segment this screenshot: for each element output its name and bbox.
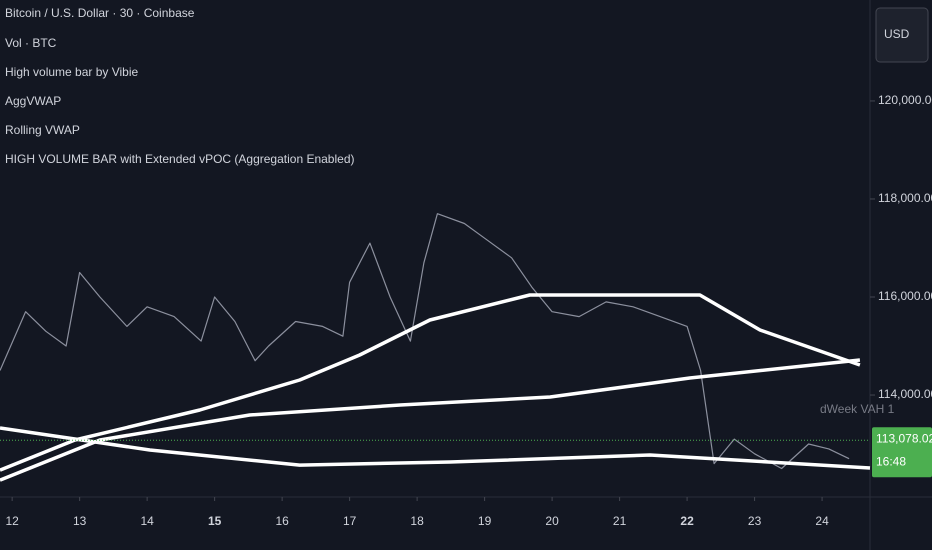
y-tick-label: 116,000.00 (878, 289, 932, 303)
chart-title: Bitcoin / U.S. Dollar · 30 · Coinbase (5, 6, 195, 20)
indicator-label: Rolling VWAP (5, 123, 80, 137)
x-tick-label: 20 (545, 514, 559, 528)
annotation: dWeek VAH 1 (820, 402, 895, 416)
x-tick-label: 17 (343, 514, 357, 528)
y-tick-label: 120,000.00 (878, 93, 932, 107)
vwap-line (0, 426, 871, 470)
y-tick-label: 118,000.00 (878, 191, 932, 205)
indicator-label: Vol · BTC (5, 36, 57, 50)
x-tick-label: 19 (478, 514, 492, 528)
indicator-label: HIGH VOLUME BAR with Extended vPOC (Aggr… (5, 152, 355, 166)
x-tick-label: 14 (140, 514, 154, 528)
last-price-box (872, 427, 932, 478)
currency-box[interactable] (875, 7, 929, 63)
x-tick-label: 13 (73, 514, 87, 528)
vwap-line (0, 293, 861, 472)
indicator-label: AggVWAP (5, 94, 61, 108)
x-tick-label: 23 (748, 514, 762, 528)
x-tick-label: 18 (410, 514, 424, 528)
x-tick-label: 22 (680, 514, 694, 528)
legend: Bitcoin / U.S. Dollar · 30 · Coinbase Vo… (5, 6, 355, 166)
x-tick-label: 16 (275, 514, 289, 528)
countdown: 16:48 (876, 454, 906, 468)
x-tick-label: 15 (208, 514, 222, 528)
last-price-label: 113,078.02 (876, 431, 932, 445)
x-tick-label: 24 (815, 514, 829, 528)
currency: USD (884, 27, 910, 41)
x-tick-label: 12 (5, 514, 19, 528)
price-line (0, 213, 850, 470)
indicator-label: High volume bar by Vibie (5, 65, 139, 79)
x-tick-label: 21 (613, 514, 627, 528)
y-tick-label: 114,000.00 (878, 387, 932, 401)
